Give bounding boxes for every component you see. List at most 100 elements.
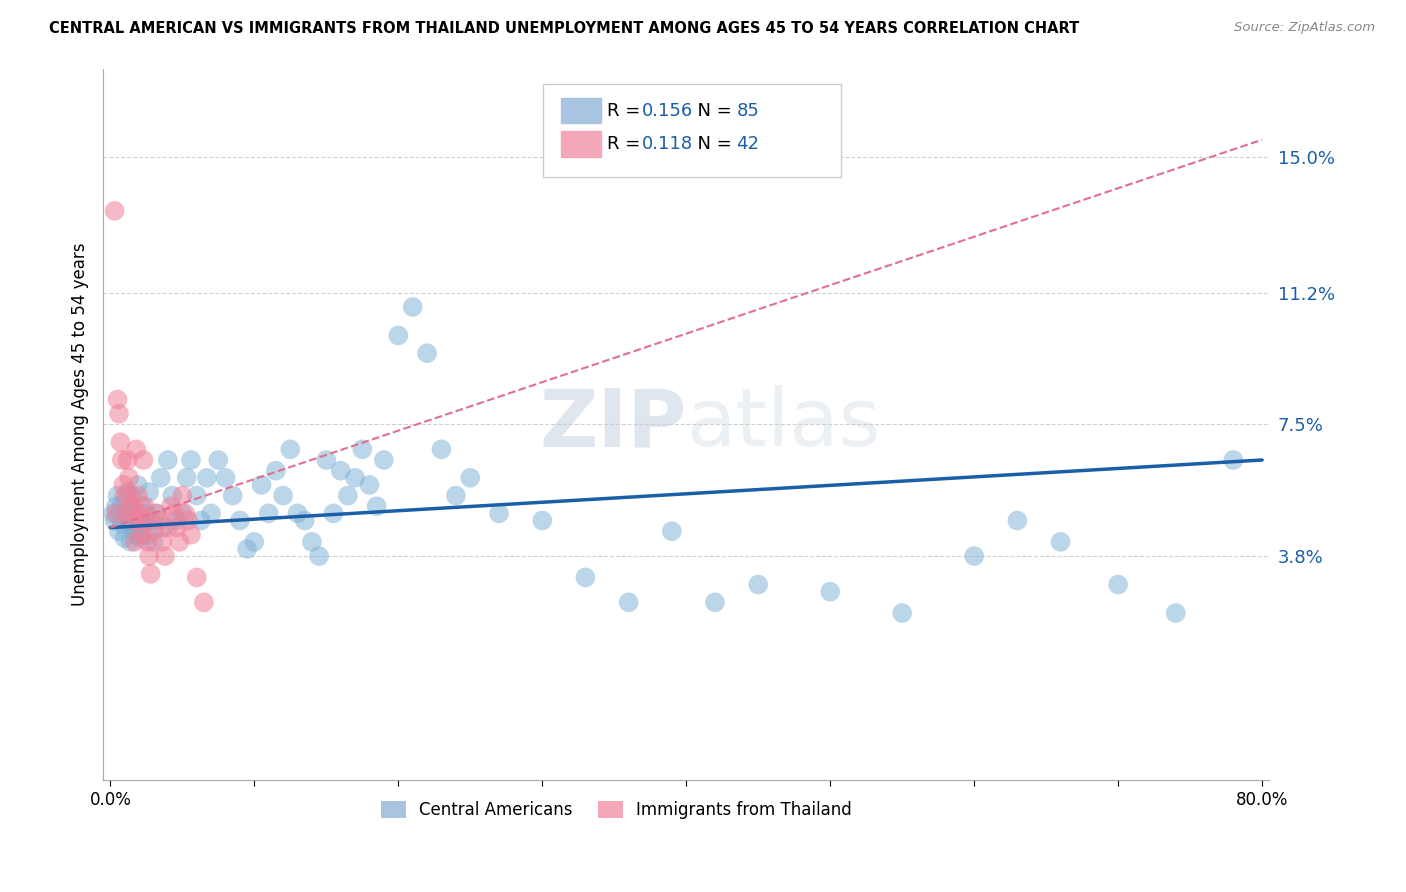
- Point: [118, 471, 141, 485]
- Point: [166, 514, 188, 528]
- Point: [111, 453, 134, 467]
- Point: [574, 570, 596, 584]
- Point: [135, 514, 157, 528]
- Point: [148, 514, 170, 528]
- Point: [344, 471, 367, 485]
- Point: [193, 595, 215, 609]
- Point: [115, 507, 138, 521]
- Point: [125, 527, 148, 541]
- Point: [107, 489, 129, 503]
- Point: [122, 514, 145, 528]
- Point: [1107, 577, 1129, 591]
- Point: [120, 534, 142, 549]
- Point: [104, 514, 127, 528]
- Point: [488, 507, 510, 521]
- Point: [128, 507, 150, 521]
- Point: [159, 500, 181, 514]
- Point: [136, 527, 159, 541]
- Point: [163, 507, 186, 521]
- Point: [617, 595, 640, 609]
- Point: [150, 534, 173, 549]
- Point: [118, 514, 141, 528]
- Point: [138, 549, 160, 563]
- Text: 85: 85: [737, 102, 759, 120]
- Point: [112, 478, 135, 492]
- Point: [661, 524, 683, 538]
- Point: [250, 478, 273, 492]
- Point: [145, 507, 167, 521]
- Point: [139, 566, 162, 581]
- Y-axis label: Unemployment Among Ages 45 to 54 years: Unemployment Among Ages 45 to 54 years: [72, 243, 89, 607]
- Point: [107, 392, 129, 407]
- FancyBboxPatch shape: [543, 84, 841, 178]
- Point: [222, 489, 245, 503]
- Point: [172, 507, 194, 521]
- Point: [145, 507, 167, 521]
- Point: [127, 478, 149, 492]
- Point: [117, 485, 139, 500]
- Point: [110, 435, 132, 450]
- Point: [287, 507, 309, 521]
- Point: [373, 453, 395, 467]
- Point: [132, 453, 155, 467]
- Point: [156, 521, 179, 535]
- Point: [387, 328, 409, 343]
- Point: [315, 453, 337, 467]
- Point: [366, 500, 388, 514]
- Point: [214, 471, 236, 485]
- Legend: Central Americans, Immigrants from Thailand: Central Americans, Immigrants from Thail…: [374, 794, 859, 825]
- Point: [114, 489, 136, 503]
- Point: [108, 524, 131, 538]
- Point: [207, 453, 229, 467]
- Point: [124, 534, 146, 549]
- Point: [818, 584, 841, 599]
- Point: [180, 453, 202, 467]
- Point: [129, 514, 152, 528]
- Point: [115, 507, 138, 521]
- Point: [186, 570, 208, 584]
- Point: [117, 453, 139, 467]
- FancyBboxPatch shape: [561, 131, 602, 157]
- Text: ZIP: ZIP: [538, 385, 686, 464]
- Point: [229, 514, 252, 528]
- Point: [177, 514, 200, 528]
- Point: [153, 549, 176, 563]
- Point: [103, 507, 125, 521]
- Point: [114, 531, 136, 545]
- Point: [105, 500, 128, 514]
- Point: [747, 577, 769, 591]
- Text: R =: R =: [607, 102, 645, 120]
- Point: [176, 471, 198, 485]
- Text: 0.118: 0.118: [643, 135, 693, 153]
- Point: [131, 527, 153, 541]
- Point: [131, 500, 153, 514]
- Point: [236, 541, 259, 556]
- Point: [149, 471, 172, 485]
- Point: [122, 521, 145, 535]
- Point: [416, 346, 439, 360]
- Point: [444, 489, 467, 503]
- Point: [135, 507, 157, 521]
- Point: [963, 549, 986, 563]
- Point: [190, 514, 212, 528]
- Point: [704, 595, 727, 609]
- Point: [359, 478, 381, 492]
- Point: [891, 606, 914, 620]
- Point: [125, 442, 148, 457]
- Point: [243, 534, 266, 549]
- Point: [108, 407, 131, 421]
- Point: [271, 489, 294, 503]
- Point: [180, 527, 202, 541]
- Point: [402, 300, 425, 314]
- Text: 42: 42: [737, 135, 759, 153]
- Point: [169, 534, 191, 549]
- Point: [264, 464, 287, 478]
- Point: [152, 521, 174, 535]
- Point: [294, 514, 316, 528]
- Point: [138, 485, 160, 500]
- Text: 0.156: 0.156: [643, 102, 693, 120]
- Point: [301, 534, 323, 549]
- Point: [132, 517, 155, 532]
- Text: N =: N =: [686, 102, 738, 120]
- Point: [121, 489, 143, 503]
